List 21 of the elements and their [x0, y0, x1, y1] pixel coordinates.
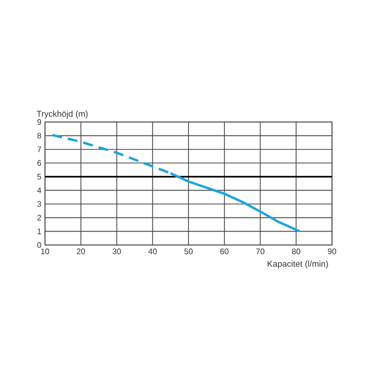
y-tick-label: 9 [37, 119, 42, 125]
x-tick-label: 60 [220, 248, 229, 254]
y-tick-label: 4 [37, 188, 42, 194]
x-tick-label: 90 [328, 248, 336, 254]
y-tick-label: 2 [37, 214, 42, 220]
x-tick-label: 20 [76, 248, 86, 254]
x-axis-title: Kapacitet (l/min) [268, 260, 328, 268]
x-tick-label: 80 [292, 248, 300, 254]
x-tick-label: 10 [41, 248, 50, 254]
y-tick-label: 0 [37, 242, 42, 248]
y-tick-label: 8 [37, 132, 42, 139]
y-tick-label: 7 [37, 146, 42, 152]
y-tick-label: 3 [37, 201, 42, 207]
x-tick-label: 50 [184, 248, 193, 254]
y-tick-label: 5 [37, 174, 42, 180]
y-axis-title: Tryckhöjd (m) [36, 110, 88, 118]
x-tick-label: 40 [148, 248, 157, 254]
x-tick-label: 30 [112, 248, 121, 254]
y-tick-label: 6 [37, 160, 42, 166]
y-tick-label: 1 [38, 228, 42, 234]
x-tick-label: 70 [256, 248, 264, 254]
